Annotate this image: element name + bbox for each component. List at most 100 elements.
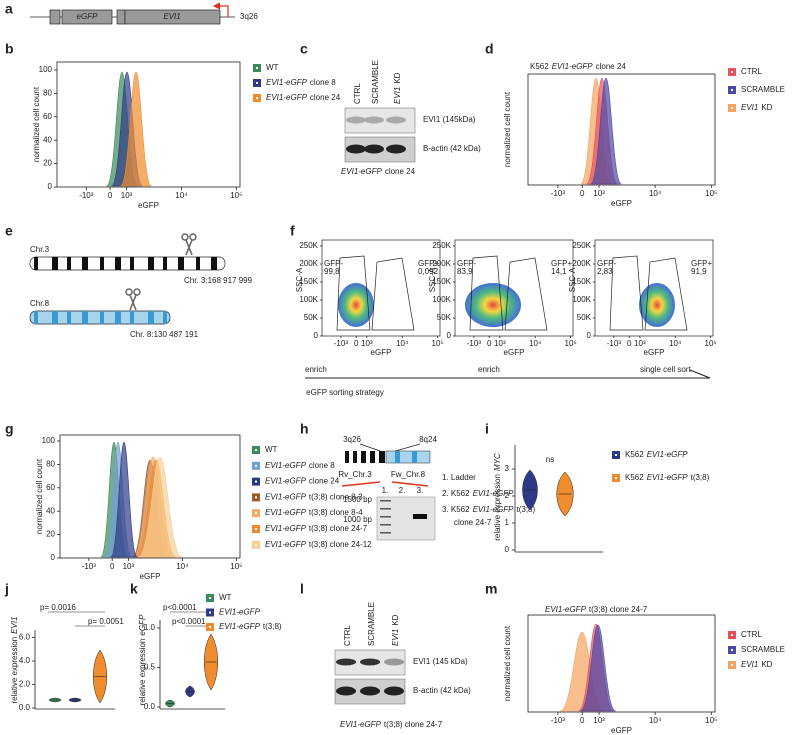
scissors <box>181 233 189 241</box>
legend-swatch-mark <box>255 512 257 515</box>
y-tick-label: 100K <box>572 295 591 304</box>
y-tick-label: 80 <box>43 89 52 98</box>
caption: EVI1-eGFP clone 24 <box>341 167 416 176</box>
label-part: relative expression <box>493 474 502 541</box>
x-tick-label: 0 <box>354 339 359 348</box>
site-label: Chr. 3:168 917 999 <box>184 276 253 285</box>
x-tick-label: -10³ <box>82 562 97 571</box>
label-part: WT <box>266 63 279 72</box>
x-tick-label: 10⁵ <box>565 339 577 348</box>
label-part: EVI1-eGFP <box>265 477 307 486</box>
x-tick-label: 0 <box>487 339 492 348</box>
x-tick-label: 10³ <box>121 191 133 200</box>
key-entry: clone 24-7 <box>454 518 492 527</box>
blot-band <box>386 116 406 124</box>
x-tick-label: 10⁴ <box>175 191 188 200</box>
plot-frame <box>454 239 574 337</box>
lane-label: CTRL <box>343 625 352 646</box>
chromosome-band <box>115 257 121 270</box>
label-part: t(3;8) clone 24-7 <box>384 720 443 729</box>
y-tick-label: 0 <box>48 182 53 191</box>
legend-swatch-mark <box>255 464 257 467</box>
plot-frame <box>56 61 241 188</box>
band-label: EVI1 (145 kDa) <box>413 657 468 666</box>
label-part: t(3;8) clone 24-7 <box>309 524 368 533</box>
x-tick-label: -10³ <box>551 189 566 198</box>
legend-entry: EVI1-eGFP clone 24 <box>265 477 340 486</box>
label-part: EVI1-eGFP <box>265 540 307 549</box>
blot-band <box>346 116 366 124</box>
legend-swatch-mark <box>731 634 733 636</box>
plot-frame <box>321 239 441 337</box>
y-axis-label: normalized cell count <box>503 625 512 701</box>
primer-arrow <box>341 481 381 487</box>
locus-label: 3q26 <box>240 12 258 21</box>
gene-box <box>61 9 113 25</box>
ladder-band <box>380 532 391 534</box>
legend-swatch-mark <box>731 71 733 73</box>
lane-label: 1. <box>382 486 389 495</box>
histogram-curve <box>137 456 183 558</box>
x-tick-label: 10⁴ <box>669 339 682 348</box>
label-part: 1. Ladder <box>442 473 476 482</box>
x-tick-label: -10³ <box>551 716 566 725</box>
chromosome-band <box>130 311 134 324</box>
chromosome-band <box>163 311 167 324</box>
p-value: p<0.0001 <box>163 603 197 612</box>
label-part: eGFP <box>138 614 147 636</box>
chromosome-band <box>395 451 400 463</box>
label-part: EVI1-eGFP <box>219 622 261 631</box>
key-entry: 1. Ladder <box>442 473 476 482</box>
y-axis-label: normalized cell count <box>32 86 41 162</box>
x-tick-label: -10³ <box>79 191 94 200</box>
label-part: EVI1 <box>741 103 758 112</box>
y-tick-label: 0 <box>447 331 452 340</box>
panel-label: a <box>5 1 13 17</box>
panel-label: e <box>5 223 13 239</box>
label-part: relative expression <box>138 639 147 706</box>
label-part: SCRAMBLE <box>367 602 376 646</box>
label-part: EVI1-eGFP <box>473 505 515 514</box>
legend-entry: K562 EVI1-eGFP <box>625 450 688 459</box>
y-tick-label: 200K <box>432 259 451 268</box>
legend-entry: CTRL <box>741 67 762 76</box>
key-entry: 2. K562 EVI1-eGFP <box>442 489 514 498</box>
chromosome-band <box>349 451 353 463</box>
gate-value: 0,092 <box>418 267 439 276</box>
legend-entry: EVI1-eGFP t(3;8) clone 8-4 <box>265 508 363 517</box>
label-part: t(3;8) <box>516 505 535 514</box>
chromosome <box>385 450 431 464</box>
label-part: KD <box>391 614 400 625</box>
y-tick-label: 100 <box>39 65 53 74</box>
chromosome-band <box>34 311 38 324</box>
legend-swatch-mark <box>731 89 733 91</box>
x-tick-label: 10⁴ <box>529 339 542 348</box>
blot-band <box>360 658 380 666</box>
legend-entry: EVI1-eGFP t(3;8) clone 24-7 <box>265 524 368 533</box>
plot-title: EVI1-eGFP t(3;8) clone 24-7 <box>545 605 648 614</box>
label-part: EVI1-eGFP <box>545 605 587 614</box>
x-axis-label: eGFP <box>371 348 392 357</box>
lane-label: EVI1 KD <box>393 72 402 104</box>
band-label: EVI1 (145kDa) <box>423 115 476 124</box>
y-tick-label: 0 <box>314 331 319 340</box>
y-axis-label: relative expression eGFP <box>138 614 147 705</box>
panel-label: k <box>130 581 138 597</box>
primer-label: Rv_Chr.3 <box>338 470 372 479</box>
gate-label: GFP+ <box>691 259 712 268</box>
legend-entry: EVI1-eGFP t(3;8) clone 8-3 <box>265 493 363 502</box>
x-axis-label: eGFP <box>611 726 632 735</box>
label-part: EVI1-eGFP <box>265 461 307 470</box>
chromosome-band <box>148 257 154 270</box>
locus-label: 3q26 <box>343 435 361 444</box>
y-axis-label: normalized cell count <box>35 458 44 534</box>
y-tick-label: 200K <box>572 259 591 268</box>
panel-label: c <box>300 41 308 57</box>
gate <box>609 255 644 331</box>
ladder-band <box>380 500 391 502</box>
x-tick-label: 10³ <box>494 339 506 348</box>
label-part: EVI1-eGFP <box>265 493 307 502</box>
label-part: WT <box>265 445 278 454</box>
significance: ns <box>546 455 554 464</box>
gate-value: 2,83 <box>597 267 613 276</box>
